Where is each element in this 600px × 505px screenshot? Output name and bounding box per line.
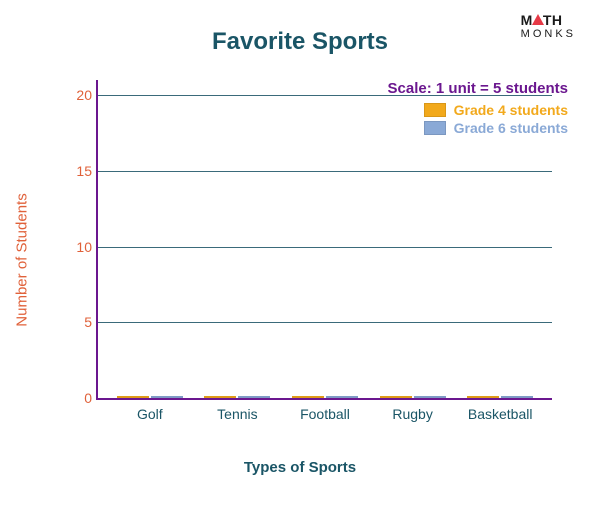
grid-line bbox=[98, 247, 552, 248]
grid-line bbox=[98, 171, 552, 172]
bar-group: Football bbox=[292, 396, 358, 398]
x-tick: Golf bbox=[137, 406, 163, 422]
y-tick: 0 bbox=[64, 390, 92, 406]
chart-title: Favorite Sports bbox=[0, 0, 600, 56]
bar bbox=[380, 396, 412, 398]
x-tick: Tennis bbox=[217, 406, 257, 422]
plot-area: GolfTennisFootballRugbyBasketball 051015… bbox=[96, 80, 552, 400]
bar bbox=[117, 396, 149, 398]
x-tick: Rugby bbox=[392, 406, 432, 422]
bar bbox=[467, 396, 499, 398]
bar bbox=[501, 396, 533, 398]
logo: MTH MONKS bbox=[521, 12, 576, 40]
bar bbox=[238, 396, 270, 398]
x-tick: Basketball bbox=[468, 406, 533, 422]
bar bbox=[151, 396, 183, 398]
y-axis-label: Number of Students bbox=[14, 193, 31, 326]
bar bbox=[292, 396, 324, 398]
bar bbox=[326, 396, 358, 398]
x-tick: Football bbox=[300, 406, 350, 422]
bar-group: Basketball bbox=[467, 396, 533, 398]
bar-group: Golf bbox=[117, 396, 183, 398]
bar bbox=[414, 396, 446, 398]
y-tick: 10 bbox=[64, 239, 92, 255]
bar-group: Rugby bbox=[380, 396, 446, 398]
logo-line2: MONKS bbox=[521, 28, 576, 40]
chart: Number of Students GolfTennisFootballRug… bbox=[40, 80, 560, 440]
bar-groups: Golf Tennis Football Rugby Basketball bbox=[98, 80, 552, 398]
y-tick: 5 bbox=[64, 314, 92, 330]
bar bbox=[204, 396, 236, 398]
grid-line bbox=[98, 95, 552, 96]
grid-line bbox=[98, 322, 552, 323]
bar-group: Tennis bbox=[204, 396, 270, 398]
logo-line1-post: TH bbox=[543, 12, 563, 28]
y-tick: 20 bbox=[64, 87, 92, 103]
x-axis-label: Types of Sports bbox=[244, 459, 356, 476]
y-tick: 15 bbox=[64, 163, 92, 179]
